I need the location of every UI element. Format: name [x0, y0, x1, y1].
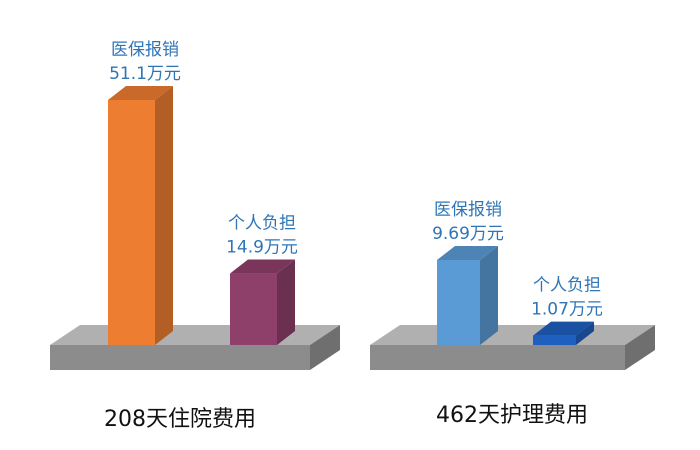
bar-side	[480, 246, 498, 345]
chart-title: 208天住院费用	[104, 407, 256, 432]
data-label: 1.07万元	[531, 300, 603, 320]
bar	[437, 260, 480, 345]
bar-side	[277, 259, 295, 345]
platform-side	[310, 325, 340, 370]
category-label: 医保报销	[111, 40, 179, 60]
category-label: 个人负担	[228, 214, 296, 234]
bar-side	[155, 86, 173, 345]
data-label: 14.9万元	[226, 238, 298, 258]
bar-top	[533, 321, 594, 336]
bar-side	[576, 321, 594, 345]
platform-top	[370, 325, 655, 345]
bar-top	[437, 246, 498, 260]
platform-front	[370, 345, 625, 370]
platform-front	[50, 345, 310, 370]
data-label: 9.69万元	[432, 224, 504, 244]
platform-side	[625, 325, 655, 370]
category-label: 医保报销	[434, 200, 502, 220]
data-label: 51.1万元	[109, 64, 181, 84]
bar	[108, 100, 155, 345]
bar-top	[230, 259, 295, 274]
platform-top	[50, 325, 340, 345]
category-label: 个人负担	[533, 276, 601, 296]
bar	[230, 273, 277, 345]
bar	[533, 335, 576, 345]
chart-title: 462天护理费用	[436, 403, 588, 428]
bar-top	[108, 86, 173, 100]
